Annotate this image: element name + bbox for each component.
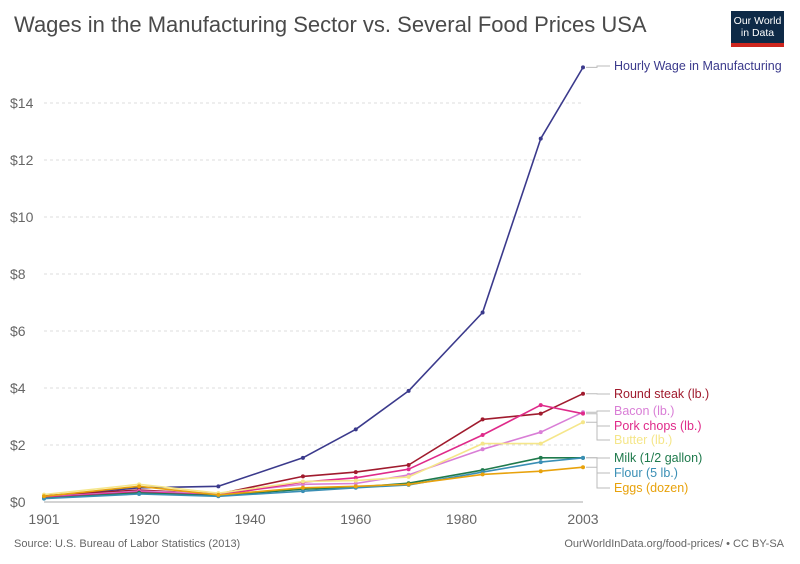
data-point-hourly-wage-in-manufacturing	[538, 136, 543, 141]
data-point-hourly-wage-in-manufacturing	[480, 310, 485, 315]
data-point-eggs-dozen	[216, 492, 221, 497]
source-note: Source: U.S. Bureau of Labor Statistics …	[14, 538, 241, 550]
label-connector	[586, 421, 610, 441]
series-label-pork-chops-lb: Pork chops (lb.)	[614, 419, 702, 433]
data-point-pork-chops-lb	[480, 433, 485, 438]
label-connector	[586, 457, 610, 474]
data-point-round-steak-lb	[353, 470, 358, 475]
data-point-eggs-dozen	[137, 484, 142, 489]
series-label-bacon-lb: Bacon (lb.)	[614, 404, 674, 418]
data-point-hourly-wage-in-manufacturing	[353, 427, 358, 432]
data-point-milk-1-2-gallon	[538, 455, 543, 460]
series-label-butter-lb: Butter (lb.)	[614, 433, 672, 447]
label-connector	[586, 65, 610, 68]
label-connector	[586, 413, 610, 427]
data-point-hourly-wage-in-manufacturing	[581, 65, 585, 70]
y-tick-label: $2	[10, 437, 26, 453]
chart-title: Wages in the Manufacturing Sector vs. Se…	[14, 12, 647, 37]
y-tick-label: $4	[10, 380, 26, 396]
data-point-round-steak-lb	[406, 462, 411, 467]
data-point-eggs-dozen	[480, 472, 485, 477]
data-point-eggs-dozen	[581, 465, 585, 470]
data-point-eggs-dozen	[538, 469, 543, 474]
credit-link[interactable]: OurWorldInData.org/food-prices/ • CC BY-…	[564, 538, 784, 550]
x-tick-label: 2003	[567, 511, 598, 527]
data-point-eggs-dozen	[353, 484, 358, 489]
data-point-round-steak-lb	[538, 411, 543, 416]
x-tick-label: 1901	[28, 511, 59, 527]
y-tick-label: $6	[10, 323, 26, 339]
owid-logo[interactable]: Our World in Data	[731, 11, 784, 47]
series-label-round-steak-lb: Round steak (lb.)	[614, 387, 709, 401]
data-point-eggs-dozen	[300, 485, 305, 490]
logo-accent-bar	[731, 43, 784, 47]
series-label-eggs-dozen: Eggs (dozen)	[614, 481, 688, 495]
data-point-butter-lb	[480, 441, 485, 446]
y-tick-label: $10	[10, 209, 34, 225]
logo-line1: Our World	[733, 15, 782, 27]
data-point-pork-chops-lb	[406, 467, 411, 472]
data-point-pork-chops-lb	[538, 403, 543, 408]
data-point-butter-lb	[353, 478, 358, 483]
y-tick-label: $14	[10, 95, 34, 111]
data-point-butter-lb	[300, 479, 305, 484]
data-point-round-steak-lb	[300, 474, 305, 479]
data-point-butter-lb	[406, 474, 411, 479]
series-label-milk-1-2-gallon: Milk (1/2 gallon)	[614, 451, 702, 465]
data-point-round-steak-lb	[480, 417, 485, 422]
data-point-butter-lb	[581, 420, 585, 425]
data-point-hourly-wage-in-manufacturing	[216, 484, 221, 489]
data-point-flour-5-lb	[300, 489, 305, 494]
data-point-butter-lb	[538, 441, 543, 446]
data-point-round-steak-lb	[581, 391, 585, 396]
x-tick-label: 1940	[235, 511, 266, 527]
series-label-hourly-wage-in-manufacturing: Hourly Wage in Manufacturing	[614, 59, 782, 73]
data-point-hourly-wage-in-manufacturing	[300, 455, 305, 460]
data-point-flour-5-lb	[538, 460, 543, 465]
series-label-flour-5-lb: Flour (5 lb.)	[614, 466, 678, 480]
data-point-pork-chops-lb	[353, 475, 358, 480]
data-point-pork-chops-lb	[581, 411, 585, 416]
label-connector	[586, 410, 610, 413]
data-point-flour-5-lb	[137, 492, 142, 497]
x-tick-label: 1980	[446, 511, 477, 527]
x-tick-label: 1960	[340, 511, 371, 527]
logo-line2: in Data	[740, 27, 775, 39]
data-point-bacon-lb	[353, 481, 358, 486]
data-point-flour-5-lb	[581, 455, 585, 460]
x-tick-label: 1920	[129, 511, 160, 527]
y-tick-label: $12	[10, 152, 34, 168]
data-point-eggs-dozen	[406, 482, 411, 487]
series-line-hourly-wage-in-manufacturing	[43, 66, 584, 498]
label-connector	[586, 466, 610, 489]
data-point-bacon-lb	[538, 430, 543, 435]
data-point-hourly-wage-in-manufacturing	[406, 388, 411, 393]
y-tick-label: $0	[10, 494, 26, 510]
data-point-eggs-dozen	[42, 494, 46, 499]
data-point-bacon-lb	[480, 447, 485, 452]
y-tick-label: $8	[10, 266, 26, 282]
